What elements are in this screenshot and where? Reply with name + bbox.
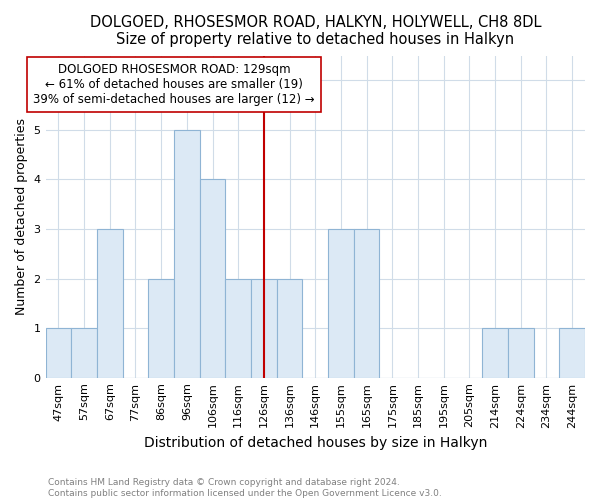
Bar — [97, 229, 122, 378]
Bar — [148, 278, 174, 378]
Bar — [277, 278, 302, 378]
X-axis label: Distribution of detached houses by size in Halkyn: Distribution of detached houses by size … — [143, 436, 487, 450]
Bar — [251, 278, 277, 378]
Bar — [200, 180, 226, 378]
Bar — [354, 229, 379, 378]
Bar — [559, 328, 585, 378]
Bar — [328, 229, 354, 378]
Bar — [226, 278, 251, 378]
Bar — [46, 328, 71, 378]
Bar — [508, 328, 533, 378]
Text: DOLGOED RHOSESMOR ROAD: 129sqm
← 61% of detached houses are smaller (19)
39% of : DOLGOED RHOSESMOR ROAD: 129sqm ← 61% of … — [33, 63, 315, 106]
Title: DOLGOED, RHOSESMOR ROAD, HALKYN, HOLYWELL, CH8 8DL
Size of property relative to : DOLGOED, RHOSESMOR ROAD, HALKYN, HOLYWEL… — [89, 15, 541, 48]
Bar — [174, 130, 200, 378]
Y-axis label: Number of detached properties: Number of detached properties — [15, 118, 28, 315]
Bar — [71, 328, 97, 378]
Bar — [482, 328, 508, 378]
Text: Contains HM Land Registry data © Crown copyright and database right 2024.
Contai: Contains HM Land Registry data © Crown c… — [48, 478, 442, 498]
